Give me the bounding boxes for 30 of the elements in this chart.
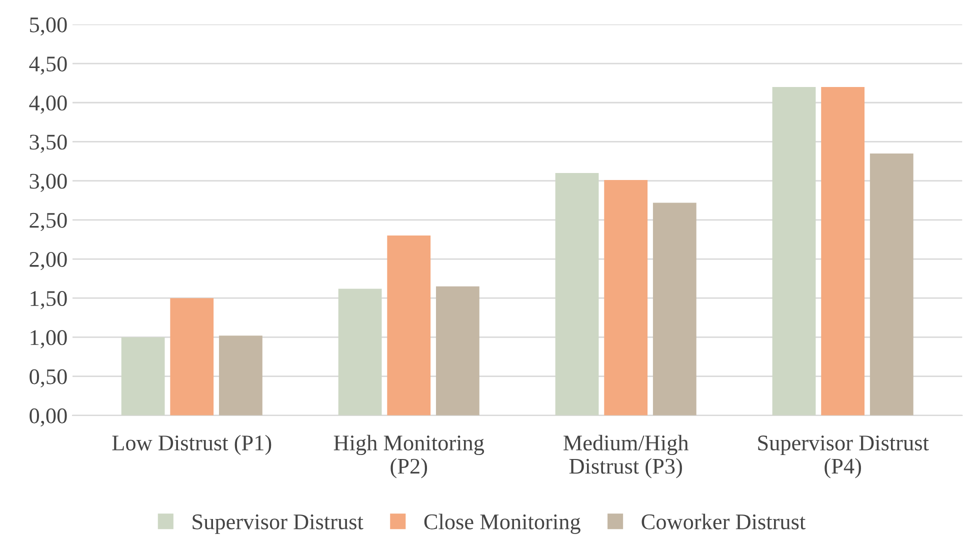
bar	[555, 173, 599, 416]
y-tick-label: 2,00	[30, 252, 67, 270]
y-tick-label: 2,50	[30, 212, 67, 232]
x-tick-label: High Monitoring (P2)	[334, 434, 484, 478]
y-tick-label: 3,00	[30, 174, 67, 192]
bar	[772, 86, 816, 416]
y-tick-label: 5,00	[30, 17, 67, 36]
y-tick-label: 4,50	[29, 56, 67, 75]
legend-label: Supervisor Distrust	[192, 514, 364, 534]
bar	[338, 288, 382, 416]
bar	[387, 236, 431, 416]
x-tick-label: Supervisor Distrust (P4)	[758, 436, 929, 478]
x-tick-label: Medium/High Distrust (P3)	[564, 434, 689, 478]
bar	[218, 336, 262, 416]
x-tick-label: Low Distrust (P1)	[112, 434, 272, 455]
bar	[436, 286, 480, 416]
y-tick-label: 1,50	[30, 291, 67, 310]
y-tick-label: 0,50	[30, 369, 67, 388]
legend-label: Coworker Distrust	[642, 514, 806, 530]
bar	[604, 180, 648, 416]
bar	[170, 298, 214, 416]
bar	[821, 86, 865, 416]
bar	[121, 337, 165, 416]
y-tick-label: 4,00	[29, 96, 67, 114]
y-tick-label: 0,00	[30, 408, 67, 427]
y-tick-label: 1,00	[30, 330, 67, 348]
bar	[870, 153, 914, 416]
y-tick-label: 3,50	[30, 134, 67, 153]
bar	[652, 202, 696, 416]
legend-label: Close Monitoring	[424, 514, 580, 534]
